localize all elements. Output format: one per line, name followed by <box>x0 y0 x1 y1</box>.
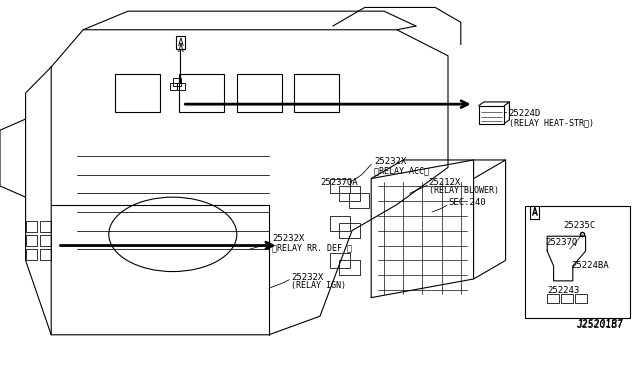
Text: (RELAY IGN): (RELAY IGN) <box>291 281 346 290</box>
Text: (RELAY BLOWER): (RELAY BLOWER) <box>429 186 499 195</box>
Text: 25232X: 25232X <box>272 234 304 243</box>
Text: 25212X: 25212X <box>429 178 461 187</box>
Text: J25201B7: J25201B7 <box>576 321 623 330</box>
Text: A: A <box>531 207 538 217</box>
Text: 25237QA: 25237QA <box>320 178 358 187</box>
Text: SEC.240: SEC.240 <box>448 198 486 207</box>
Text: 〈RELAY RR. DEF 〉: 〈RELAY RR. DEF 〉 <box>272 243 352 252</box>
Text: A: A <box>531 208 538 218</box>
Text: 252243: 252243 <box>547 286 579 295</box>
Text: A: A <box>177 38 184 48</box>
Text: 25224BA: 25224BA <box>572 262 609 270</box>
Text: J25201B7: J25201B7 <box>576 319 623 328</box>
Text: 〈RELAY ACC〉: 〈RELAY ACC〉 <box>374 166 429 175</box>
Text: 25235C: 25235C <box>563 221 595 230</box>
Text: 25237Q: 25237Q <box>545 238 577 247</box>
Bar <box>525 206 630 318</box>
Text: 25232X: 25232X <box>374 157 406 166</box>
Text: 25224D: 25224D <box>509 109 541 118</box>
Text: A: A <box>177 45 184 54</box>
Text: (RELAY HEAT-STR〉): (RELAY HEAT-STR〉) <box>509 118 594 127</box>
Text: 25232X: 25232X <box>291 273 323 282</box>
